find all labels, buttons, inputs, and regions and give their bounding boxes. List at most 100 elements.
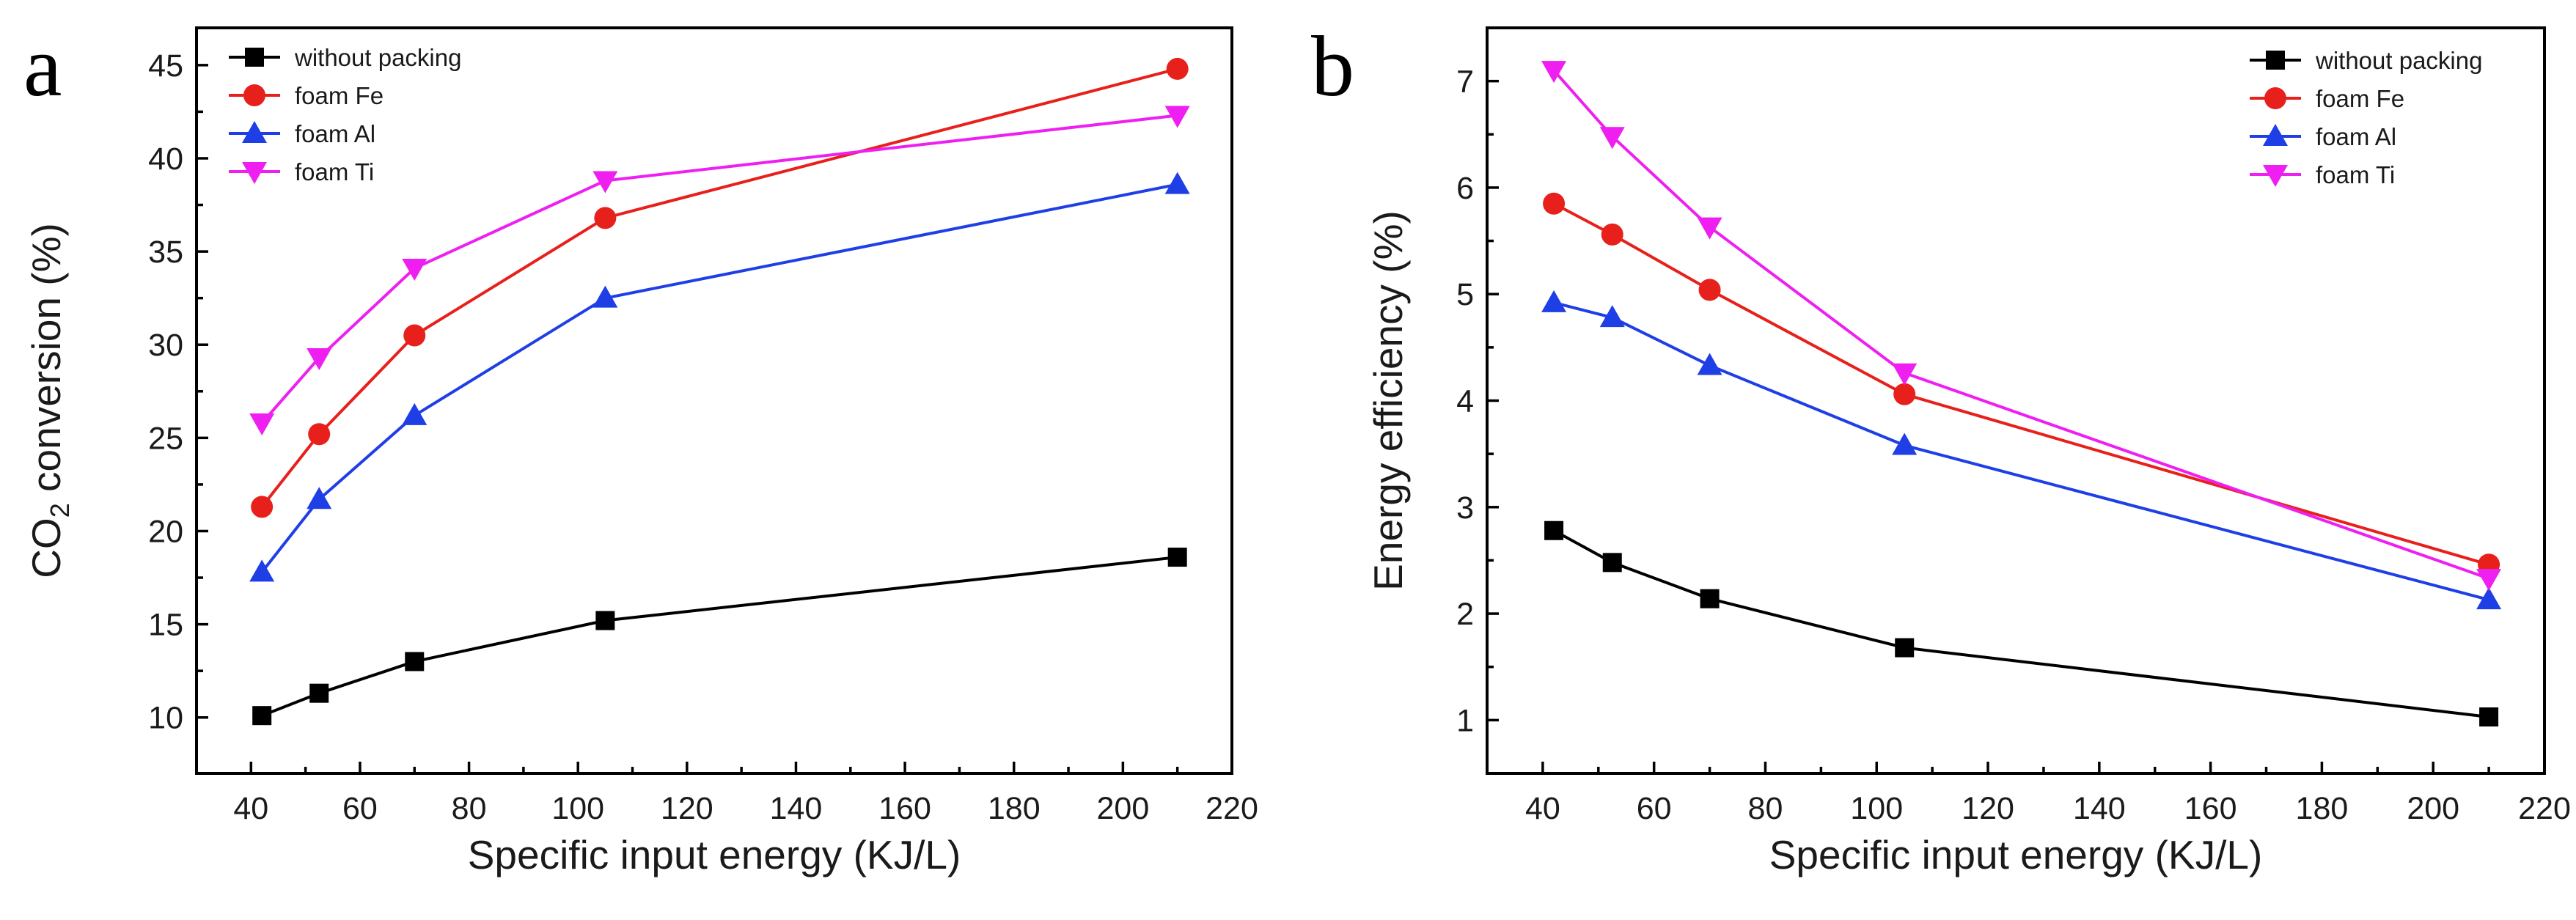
data-point bbox=[1599, 305, 1625, 328]
legend-marker bbox=[2263, 165, 2288, 187]
panel-letter: b bbox=[1311, 18, 1354, 114]
x-tick-label: 200 bbox=[1096, 791, 1149, 826]
y-axis-title: CO2 conversion (%) bbox=[23, 223, 75, 578]
data-point bbox=[308, 423, 331, 446]
data-point bbox=[249, 413, 275, 436]
data-point bbox=[592, 285, 618, 308]
series-line bbox=[260, 114, 1178, 424]
data-point bbox=[309, 683, 329, 703]
x-tick-label: 140 bbox=[770, 791, 823, 826]
y-tick-label: 3 bbox=[1456, 490, 1474, 526]
x-tick-label: 60 bbox=[1637, 791, 1672, 826]
data-point bbox=[1541, 61, 1567, 84]
y-axis-title-subscript: 2 bbox=[45, 503, 75, 518]
series-without-packing bbox=[1544, 520, 2499, 726]
legend-marker bbox=[243, 84, 265, 106]
series-line bbox=[260, 183, 1178, 573]
data-point bbox=[1893, 383, 1916, 405]
legend-marker bbox=[245, 48, 264, 67]
x-tick-label: 100 bbox=[1850, 791, 1903, 826]
legend-label: without packing bbox=[294, 44, 461, 71]
x-tick-label: 220 bbox=[1206, 791, 1258, 826]
data-point bbox=[592, 171, 618, 194]
legend-marker bbox=[2263, 124, 2288, 146]
x-axis-title: Specific input energy (KJ/L) bbox=[468, 832, 961, 877]
x-tick-label: 160 bbox=[2184, 791, 2237, 826]
x-tick-label: 180 bbox=[2296, 791, 2349, 826]
data-point bbox=[1599, 127, 1625, 150]
data-point bbox=[2476, 569, 2502, 592]
y-tick-label: 35 bbox=[148, 235, 183, 270]
x-tick-label: 120 bbox=[661, 791, 713, 826]
x-tick-label: 180 bbox=[988, 791, 1041, 826]
chart-panel-a: a 40 60 80 100 120 140 160 180 200 220 10 15 20 25 30 35… bbox=[23, 18, 1258, 877]
x-tick-label: 40 bbox=[233, 791, 268, 826]
data-point bbox=[405, 652, 425, 671]
data-point bbox=[307, 348, 332, 371]
data-point bbox=[1544, 520, 1564, 540]
y-axis-title-main: Energy efficiency (%) bbox=[1365, 210, 1411, 591]
data-point bbox=[2476, 587, 2502, 610]
data-point bbox=[403, 324, 426, 347]
data-point bbox=[1698, 279, 1721, 301]
x-tick-label: 200 bbox=[2407, 791, 2459, 826]
y-axis-title-suffix: conversion (%) bbox=[23, 223, 69, 503]
legend-marker bbox=[242, 162, 267, 184]
legend-marker bbox=[2266, 51, 2285, 70]
data-point bbox=[1164, 106, 1190, 128]
x-tick-label: 120 bbox=[1962, 791, 2014, 826]
data-point bbox=[249, 559, 275, 582]
x-tick-label: 80 bbox=[452, 791, 487, 826]
legend-label: without packing bbox=[2315, 47, 2482, 74]
series-line bbox=[260, 67, 1178, 508]
series-foam-Al bbox=[1541, 290, 2502, 610]
data-point bbox=[2479, 707, 2499, 726]
data-point bbox=[1601, 223, 1623, 246]
y-tick-label: 6 bbox=[1456, 171, 1474, 206]
y-axis-title-main: CO bbox=[23, 518, 69, 578]
y-tick-label: 30 bbox=[148, 328, 183, 363]
legend: without packing foam Fe foam Al foam Ti bbox=[229, 44, 461, 185]
legend-label: foam Ti bbox=[2316, 161, 2395, 188]
legend-label: foam Fe bbox=[295, 82, 384, 109]
y-tick-label: 15 bbox=[148, 608, 183, 643]
y-tick-label: 10 bbox=[148, 701, 183, 736]
series-foam-Al bbox=[249, 172, 1190, 582]
panel-letter: a bbox=[23, 18, 62, 114]
data-point bbox=[1541, 290, 1567, 312]
legend-label: foam Al bbox=[2316, 123, 2396, 150]
legend-label: foam Ti bbox=[295, 158, 374, 185]
x-tick-label: 40 bbox=[1525, 791, 1560, 826]
data-point bbox=[1892, 363, 1918, 386]
data-point bbox=[1543, 192, 1566, 215]
x-tick-label: 220 bbox=[2518, 791, 2571, 826]
x-tick-label: 100 bbox=[551, 791, 604, 826]
data-point bbox=[1164, 172, 1190, 194]
series-line bbox=[1553, 529, 2489, 718]
series-without-packing bbox=[252, 548, 1187, 726]
series-line bbox=[1553, 301, 2489, 602]
plot-frame bbox=[195, 26, 1233, 775]
data-point bbox=[1697, 217, 1722, 240]
y-tick-label: 2 bbox=[1456, 597, 1474, 632]
series-foam-Fe bbox=[251, 57, 1189, 518]
x-tick-label: 160 bbox=[878, 791, 931, 826]
data-point bbox=[251, 496, 274, 518]
chart-panel-b: b 40 60 80 100 120 140 160 180 200 220 1 2 3 4 5 6 7 Speci… bbox=[1311, 18, 2571, 877]
data-point bbox=[1895, 638, 1915, 658]
series-line bbox=[261, 556, 1178, 718]
series-line bbox=[1553, 202, 2489, 567]
legend-marker bbox=[2264, 87, 2286, 109]
series-foam-Ti bbox=[1541, 61, 2502, 592]
x-tick-label: 60 bbox=[342, 791, 378, 826]
series-foam-Fe bbox=[1543, 192, 2500, 576]
legend-label: foam Al bbox=[295, 120, 375, 147]
y-tick-label: 4 bbox=[1456, 384, 1474, 419]
data-point bbox=[402, 258, 428, 281]
data-point bbox=[307, 487, 332, 509]
legend-marker bbox=[242, 121, 267, 143]
y-tick-label: 1 bbox=[1456, 703, 1474, 738]
y-tick-label: 5 bbox=[1456, 277, 1474, 312]
x-tick-label: 140 bbox=[2073, 791, 2126, 826]
data-point bbox=[594, 207, 617, 229]
